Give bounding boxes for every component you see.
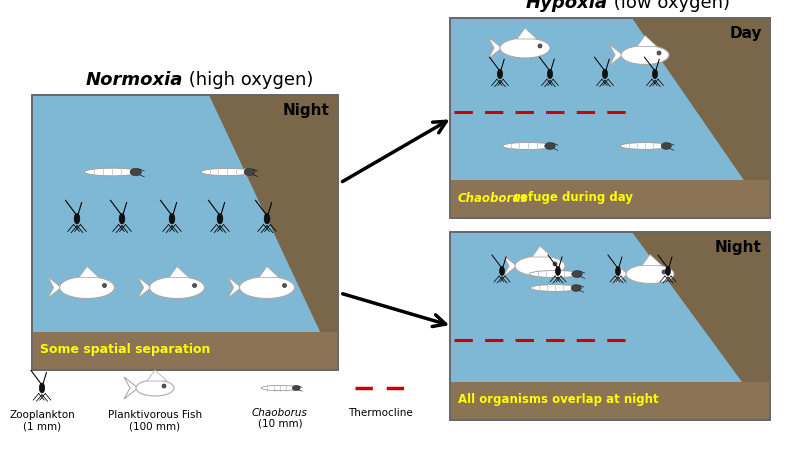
Ellipse shape	[500, 38, 550, 58]
Ellipse shape	[661, 143, 671, 149]
Ellipse shape	[85, 168, 139, 176]
Ellipse shape	[201, 168, 253, 176]
Ellipse shape	[136, 380, 174, 396]
Text: Normoxia: Normoxia	[86, 71, 183, 89]
Text: (high oxygen): (high oxygen)	[183, 71, 314, 89]
Ellipse shape	[571, 284, 582, 292]
Text: Night: Night	[283, 103, 330, 118]
Polygon shape	[210, 95, 338, 370]
Ellipse shape	[59, 276, 114, 298]
Ellipse shape	[193, 284, 197, 288]
Ellipse shape	[162, 384, 166, 388]
Bar	[450, 382, 770, 420]
Ellipse shape	[572, 270, 582, 278]
Ellipse shape	[602, 69, 608, 79]
Polygon shape	[637, 36, 657, 46]
Bar	[450, 18, 770, 218]
Polygon shape	[259, 266, 279, 278]
Bar	[32, 95, 338, 370]
Ellipse shape	[74, 214, 80, 224]
Ellipse shape	[626, 265, 674, 284]
Text: Night: Night	[715, 240, 762, 255]
Polygon shape	[632, 232, 770, 420]
Ellipse shape	[652, 69, 658, 79]
Ellipse shape	[130, 168, 142, 176]
Polygon shape	[503, 255, 517, 277]
Text: Hypoxia: Hypoxia	[526, 0, 608, 12]
Text: (10 mm): (10 mm)	[258, 419, 302, 429]
Ellipse shape	[502, 143, 554, 149]
Ellipse shape	[498, 69, 502, 79]
Ellipse shape	[538, 44, 542, 48]
Ellipse shape	[119, 214, 125, 224]
Ellipse shape	[169, 214, 175, 224]
Ellipse shape	[515, 256, 565, 276]
Ellipse shape	[657, 51, 661, 55]
Text: Chaoborus: Chaoborus	[458, 192, 529, 204]
Ellipse shape	[620, 143, 670, 149]
Text: Thermocline: Thermocline	[348, 408, 412, 418]
Ellipse shape	[150, 276, 205, 298]
Ellipse shape	[239, 276, 294, 298]
Ellipse shape	[261, 385, 299, 391]
Ellipse shape	[217, 214, 223, 224]
Ellipse shape	[615, 266, 621, 275]
Text: (low oxygen): (low oxygen)	[608, 0, 730, 12]
Text: refuge during day: refuge during day	[510, 192, 633, 204]
Text: Day: Day	[730, 26, 762, 41]
Ellipse shape	[553, 262, 557, 266]
Ellipse shape	[264, 214, 270, 224]
Polygon shape	[79, 266, 99, 278]
Polygon shape	[532, 246, 552, 257]
Text: Some spatial separation: Some spatial separation	[40, 343, 210, 356]
Ellipse shape	[547, 69, 553, 79]
Ellipse shape	[530, 284, 580, 292]
Text: Planktivorous Fish
(100 mm): Planktivorous Fish (100 mm)	[108, 410, 202, 432]
Bar	[32, 95, 338, 370]
Ellipse shape	[545, 143, 555, 149]
Text: Zooplankton
(1 mm): Zooplankton (1 mm)	[9, 410, 75, 432]
Ellipse shape	[666, 266, 670, 275]
Polygon shape	[227, 276, 242, 298]
Ellipse shape	[39, 383, 45, 393]
Ellipse shape	[530, 270, 581, 278]
Text: Chaoborus: Chaoborus	[252, 408, 308, 418]
Ellipse shape	[282, 284, 286, 288]
Bar	[450, 232, 770, 420]
Polygon shape	[169, 266, 189, 278]
Bar	[450, 232, 770, 420]
Bar	[450, 18, 770, 218]
Polygon shape	[147, 370, 167, 381]
Polygon shape	[488, 37, 502, 59]
Polygon shape	[517, 28, 537, 39]
Ellipse shape	[102, 284, 106, 288]
Polygon shape	[614, 263, 628, 285]
Bar	[32, 332, 338, 370]
Polygon shape	[642, 255, 662, 266]
Polygon shape	[609, 44, 623, 66]
Text: All organisms overlap at night: All organisms overlap at night	[458, 393, 658, 406]
Bar	[450, 180, 770, 218]
Ellipse shape	[292, 385, 300, 391]
Ellipse shape	[662, 270, 666, 274]
Polygon shape	[124, 377, 138, 399]
Ellipse shape	[555, 266, 561, 275]
Ellipse shape	[499, 266, 505, 275]
Polygon shape	[138, 276, 151, 298]
Polygon shape	[632, 18, 770, 218]
Ellipse shape	[244, 168, 255, 176]
Polygon shape	[47, 276, 62, 298]
Ellipse shape	[621, 45, 669, 64]
